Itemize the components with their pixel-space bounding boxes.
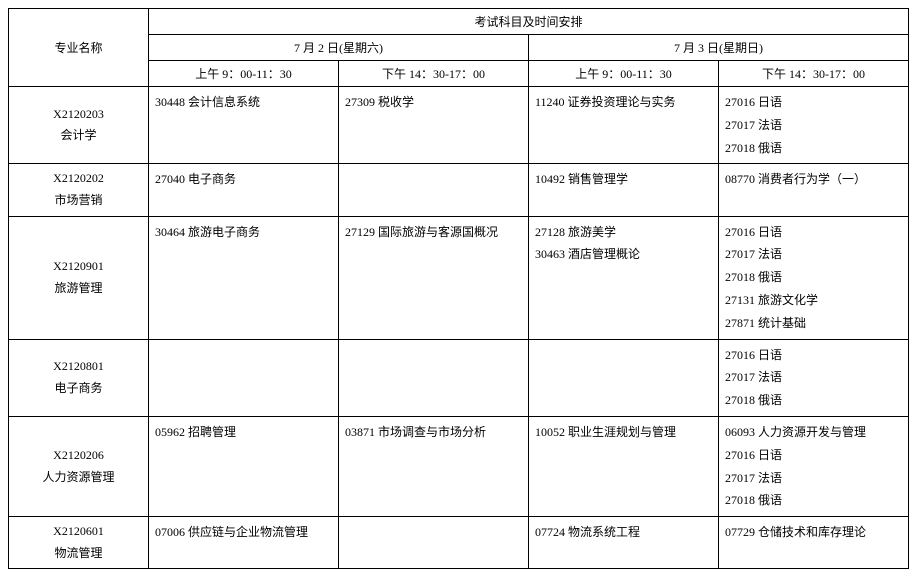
course-cell: 07729 仓储技术和库存理论 xyxy=(719,517,909,569)
course-cell xyxy=(529,339,719,416)
course-cell: 27016 日语 27017 法语 27018 俄语 27131 旅游文化学 2… xyxy=(719,216,909,339)
table-row: X2120901旅游管理30464 旅游电子商务27129 国际旅游与客源国概况… xyxy=(9,216,909,339)
header-major: 专业名称 xyxy=(9,9,149,87)
course-cell: 27128 旅游美学 30463 酒店管理概论 xyxy=(529,216,719,339)
major-code: X2120206 xyxy=(15,445,142,467)
major-cell: X2120206人力资源管理 xyxy=(9,416,149,516)
major-name: 人力资源管理 xyxy=(15,467,142,489)
major-code: X2120901 xyxy=(15,256,142,278)
major-code: X2120202 xyxy=(15,168,142,190)
table-row: X2120206人力资源管理05962 招聘管理03871 市场调查与市场分析1… xyxy=(9,416,909,516)
major-cell: X2120202市场营销 xyxy=(9,164,149,216)
course-cell: 05962 招聘管理 xyxy=(149,416,339,516)
major-cell: X2120901旅游管理 xyxy=(9,216,149,339)
header-day2-am: 上午 9：00-11：30 xyxy=(529,61,719,87)
course-cell: 27129 国际旅游与客源国概况 xyxy=(339,216,529,339)
header-day2-pm: 下午 14：30-17：00 xyxy=(719,61,909,87)
course-cell: 07724 物流系统工程 xyxy=(529,517,719,569)
major-cell: X2120801电子商务 xyxy=(9,339,149,416)
major-name: 物流管理 xyxy=(15,543,142,565)
major-name: 旅游管理 xyxy=(15,278,142,300)
course-cell xyxy=(339,339,529,416)
major-name: 市场营销 xyxy=(15,190,142,212)
course-cell: 27040 电子商务 xyxy=(149,164,339,216)
course-cell: 08770 消费者行为学（一） xyxy=(719,164,909,216)
header-day1-pm: 下午 14：30-17：00 xyxy=(339,61,529,87)
major-code: X2120601 xyxy=(15,521,142,543)
course-cell: 27309 税收学 xyxy=(339,87,529,164)
course-cell: 30464 旅游电子商务 xyxy=(149,216,339,339)
table-row: X2120202市场营销27040 电子商务10492 销售管理学08770 消… xyxy=(9,164,909,216)
major-cell: X2120203会计学 xyxy=(9,87,149,164)
major-code: X2120203 xyxy=(15,104,142,126)
table-row: X2120801电子商务 27016 日语 27017 法语 27018 俄语 xyxy=(9,339,909,416)
course-cell: 27016 日语 27017 法语 27018 俄语 xyxy=(719,339,909,416)
header-day2: 7 月 3 日(星期日) xyxy=(529,35,909,61)
major-code: X2120801 xyxy=(15,356,142,378)
course-cell xyxy=(339,517,529,569)
table-row: X2120601物流管理07006 供应链与企业物流管理07724 物流系统工程… xyxy=(9,517,909,569)
course-cell xyxy=(149,339,339,416)
table-row: X2120203会计学30448 会计信息系统27309 税收学11240 证券… xyxy=(9,87,909,164)
header-schedule: 考试科目及时间安排 xyxy=(149,9,909,35)
header-day1: 7 月 2 日(星期六) xyxy=(149,35,529,61)
course-cell: 06093 人力资源开发与管理 27016 日语 27017 法语 27018 … xyxy=(719,416,909,516)
course-cell: 10492 销售管理学 xyxy=(529,164,719,216)
course-cell: 11240 证券投资理论与实务 xyxy=(529,87,719,164)
exam-schedule-table: 专业名称 考试科目及时间安排 7 月 2 日(星期六) 7 月 3 日(星期日)… xyxy=(8,8,909,569)
course-cell: 03871 市场调查与市场分析 xyxy=(339,416,529,516)
course-cell: 10052 职业生涯规划与管理 xyxy=(529,416,719,516)
major-name: 会计学 xyxy=(15,125,142,147)
course-cell: 07006 供应链与企业物流管理 xyxy=(149,517,339,569)
course-cell: 30448 会计信息系统 xyxy=(149,87,339,164)
major-name: 电子商务 xyxy=(15,378,142,400)
course-cell xyxy=(339,164,529,216)
course-cell: 27016 日语 27017 法语 27018 俄语 xyxy=(719,87,909,164)
header-day1-am: 上午 9：00-11：30 xyxy=(149,61,339,87)
major-cell: X2120601物流管理 xyxy=(9,517,149,569)
